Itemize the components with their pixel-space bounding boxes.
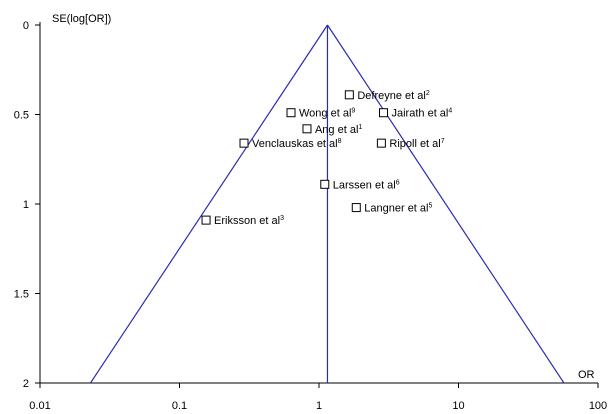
y-tick-label: 0.5 [14,110,29,122]
funnel-lines [89,24,565,384]
study-label: Jairath et al4 [392,108,453,120]
study-label-superscript: 4 [448,108,452,115]
study-label-name: Langner et al [364,203,428,215]
study-label-name: Venclauskas et al [252,138,338,150]
plot-axes: 00.511.520.01 0.1 1 10 100 [14,20,607,412]
x-tick-label: 0.01 [29,400,50,412]
study-label-name: Jairath et al [392,108,449,120]
study-label-name: Larssen et al [333,179,396,191]
study-label-name: Defreyne et al [357,90,425,102]
x-axis-title: OR [578,369,595,381]
study-marker [344,90,354,100]
study-label: Ripoll et al7 [389,138,444,150]
study-marker [351,203,361,213]
study-marker [286,108,296,118]
study-label-name: Eriksson et al [214,215,280,227]
study-label: Defreyne et al2 [357,90,429,102]
y-tick-label: 1 [23,199,29,211]
x-tick-label: 100 [589,400,607,412]
study-label-superscript: 1 [358,124,362,131]
study-label-superscript: 7 [441,138,445,145]
y-tick-label: 2 [23,378,29,390]
study-marker [320,179,330,189]
study-label-superscript: 6 [396,179,400,186]
funnel-right-boundary [326,24,565,384]
study-marker [302,124,312,134]
study-marker [379,108,389,118]
y-tick-label: 1.5 [14,289,29,301]
study-label: Eriksson et al3 [214,215,284,227]
study-marker [239,138,249,148]
x-tick-label: 0.1 [172,400,187,412]
study-marker [376,138,386,148]
funnel-left-boundary [89,24,328,384]
study-label: Wong et al9 [299,108,355,120]
study-label-superscript: 3 [280,215,284,222]
study-label-superscript: 9 [351,108,355,115]
study-label-superscript: 8 [338,138,342,145]
x-tick-label: 1 [316,400,322,412]
study-marker [201,215,211,225]
study-label-name: Ripoll et al [389,138,440,150]
study-label-name: Ang et al [315,124,358,136]
study-label: Ang et al1 [315,124,362,136]
x-tick-label: 10 [452,400,464,412]
study-label: Larssen et al6 [333,179,400,191]
study-label: Venclauskas et al8 [252,138,342,150]
study-label-name: Wong et al [299,108,351,120]
y-axis-title: SE(log[OR]) [52,13,111,25]
study-label-superscript: 5 [428,203,432,210]
study-label-superscript: 2 [426,90,430,97]
study-label: Langner et al5 [364,203,432,215]
y-tick-label: 0 [23,20,29,32]
